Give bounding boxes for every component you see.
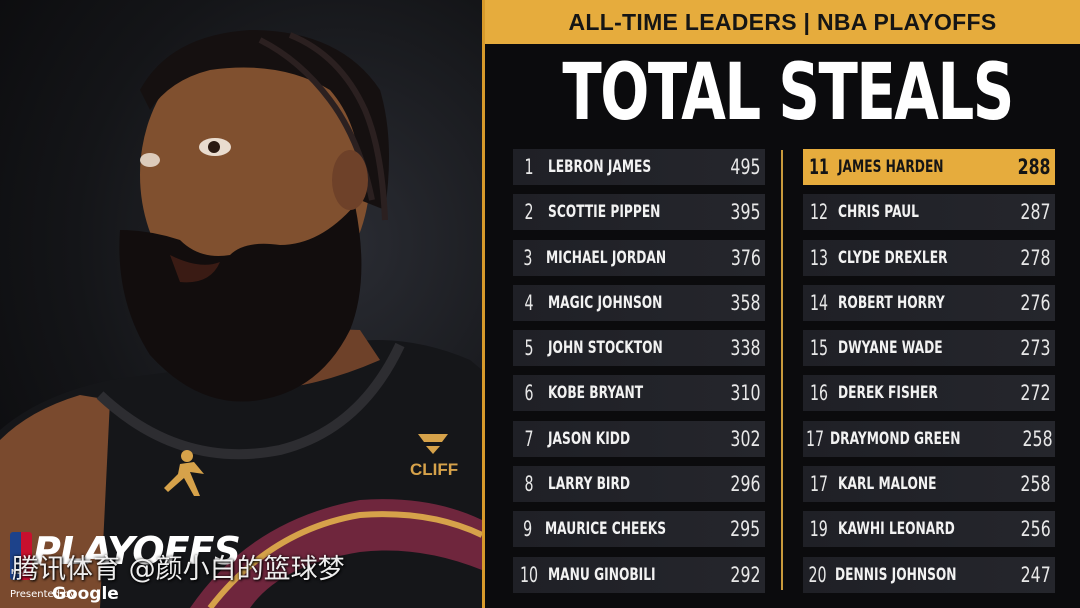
header-bar: ALL-TIME LEADERS | NBA PLAYOFFS [485,0,1080,44]
watermark-text: 腾讯体育 @颜小白的篮球梦 [12,554,345,585]
player-photo: CLIFF NBA PLAYOFFS Presented by Google 腾… [0,0,482,608]
rank-cell: 19 [809,517,828,542]
player-name-cell: JAMES HARDEN [838,157,944,177]
table-row: 15 DWYANE WADE 273 [803,330,1055,367]
table-row-highlighted: 11 JAMES HARDEN 288 [803,149,1055,185]
steals-value-cell: 287 [1020,200,1051,225]
steals-value-cell: 495 [730,155,761,179]
steals-value-cell: 292 [730,562,761,587]
nba-logo-text: NBA [11,568,28,576]
presented-by-label: Presented by [10,589,76,600]
leaderboard-panel: ALL-TIME LEADERS | NBA PLAYOFFS TOTAL ST… [482,0,1080,608]
rank-cell: 6 [524,381,534,406]
leaders-column-right: 11 JAMES HARDEN 288 12 CHRIS PAUL 287 13 CLYDE … [803,149,1055,602]
table-row: 3 MICHAEL JORDAN 376 [513,239,765,276]
rank-cell: 11 [809,155,829,179]
header-subtitle: ALL-TIME LEADERS | NBA PLAYOFFS [568,8,997,35]
nba-logo: NBA [10,532,32,580]
steals-value-cell: 302 [730,426,761,451]
page-title: TOTAL STEALS [562,48,1014,138]
player-name-cell: LEBRON JAMES [548,157,652,177]
rank-cell: 14 [809,290,829,315]
playoffs-wordmark: PLAYOFFS [33,529,241,573]
player-name-cell: KOBE BRYANT [548,383,644,404]
steals-value-cell: 272 [1020,381,1051,406]
rank-cell: 16 [809,381,829,406]
table-row: 17 KARL MALONE 258 [803,466,1055,503]
table-row: 1 LEBRON JAMES 495 [513,149,765,185]
player-name-cell: DWYANE WADE [838,338,943,359]
steals-value-cell: 273 [1020,336,1051,361]
table-row: 9 MAURICE CHEEKS 295 [513,511,765,548]
steals-value-cell: 256 [1020,517,1051,542]
table-row: 19 KAWHI LEONARD 256 [803,511,1055,548]
player-name-cell: LARRY BIRD [548,474,631,495]
table-row: 4 MAGIC JOHNSON 358 [513,284,765,321]
table-row: 10 MANU GINOBILI 292 [513,556,765,593]
player-illustration [0,30,482,608]
rank-cell: 3 [523,245,533,270]
player-name-cell: KAWHI LEONARD [837,519,955,540]
table-row: 7 JASON KIDD 302 [513,420,765,457]
table-row: 8 LARRY BIRD 296 [513,466,765,503]
steals-value-cell: 395 [730,200,761,225]
player-name-cell: DEREK FISHER [838,383,938,404]
player-name-cell: MANU GINOBILI [548,564,656,585]
steals-value-cell: 310 [730,381,761,406]
steals-value-cell: 278 [1020,245,1051,270]
steals-value-cell: 295 [730,517,761,542]
player-name-cell: MAGIC JOHNSON [548,292,663,313]
rank-cell: 9 [523,517,533,542]
column-divider [781,150,783,590]
table-row: 12 CHRIS PAUL 287 [803,194,1055,231]
player-name-cell: CHRIS PAUL [838,202,919,223]
rank-cell: 1 [524,155,534,179]
steals-value-cell: 258 [1020,472,1051,497]
steals-value-cell: 276 [1020,290,1051,315]
rank-cell: 13 [809,245,829,270]
rank-cell: 10 [519,562,539,587]
rank-cell: 7 [524,426,534,451]
table-row: 6 KOBE BRYANT 310 [513,375,765,412]
player-name-cell: JOHN STOCKTON [548,338,663,359]
steals-value-cell: 288 [1017,155,1051,179]
player-name-cell: DRAYMOND GREEN [830,428,961,449]
rank-cell: 8 [524,472,534,497]
steals-value-cell: 247 [1020,562,1051,587]
rank-cell: 4 [524,290,534,315]
player-name-cell: ROBERT HORRY [838,292,945,313]
player-name-cell: MICHAEL JORDAN [545,247,666,268]
rank-cell: 5 [524,336,534,361]
table-row: 20 DENNIS JOHNSON 247 [803,556,1055,593]
player-name-cell: DENNIS JOHNSON [834,564,957,585]
rank-cell: 12 [809,200,829,225]
rank-cell: 15 [809,336,829,361]
table-row: 16 DEREK FISHER 272 [803,375,1055,412]
table-row: 13 CLYDE DREXLER 278 [803,239,1055,276]
table-row: 5 JOHN STOCKTON 338 [513,330,765,367]
rank-cell: 17 [809,472,829,497]
table-row: 14 ROBERT HORRY 276 [803,284,1055,321]
leaders-column-left: 1 LEBRON JAMES 495 2 SCOTTIE PIPPEN 395 3 MICHA… [513,149,765,602]
player-name-cell: CLYDE DREXLER [838,247,948,268]
player-name-cell: SCOTTIE PIPPEN [548,202,661,223]
steals-value-cell: 358 [730,290,761,315]
steals-value-cell: 258 [1022,426,1053,451]
steals-value-cell: 296 [730,472,761,497]
sponsor-label: Google [52,584,119,604]
steals-value-cell: 376 [730,245,761,270]
player-name-cell: MAURICE CHEEKS [545,519,667,540]
rank-cell: 20 [808,562,827,587]
player-name-cell: JASON KIDD [548,428,631,449]
rank-cell: 2 [524,200,534,225]
table-row: 2 SCOTTIE PIPPEN 395 [513,194,765,231]
rank-cell: 17 [806,426,825,451]
player-name-cell: KARL MALONE [838,474,937,495]
steals-value-cell: 338 [730,336,761,361]
table-row: 17 DRAYMOND GREEN 258 [803,420,1055,457]
jersey-sponsor-label: CLIFF [410,460,459,479]
